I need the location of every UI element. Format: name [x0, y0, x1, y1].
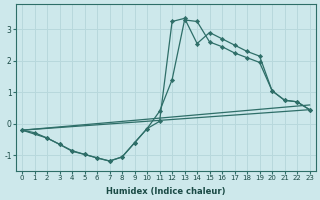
X-axis label: Humidex (Indice chaleur): Humidex (Indice chaleur): [106, 187, 226, 196]
